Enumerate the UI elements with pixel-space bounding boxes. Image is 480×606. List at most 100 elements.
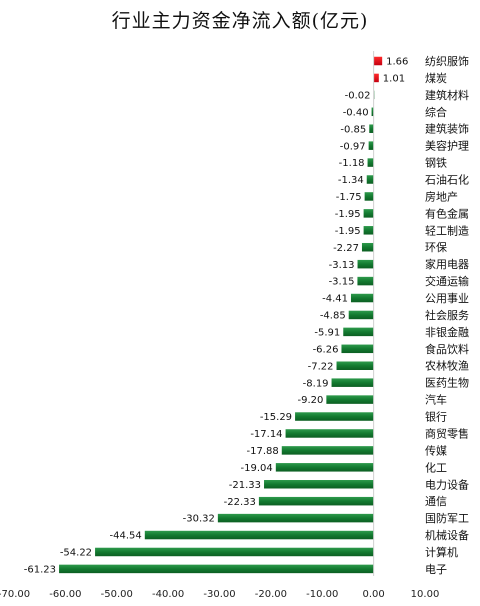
bar-14 <box>357 276 374 286</box>
value-label-3: -0.02 <box>345 90 371 101</box>
category-label-28: 国防军工 <box>425 511 469 525</box>
category-label-18: 食品饮料 <box>425 342 469 356</box>
category-label-26: 电力设备 <box>425 477 469 491</box>
value-label-14: -3.15 <box>329 277 355 288</box>
bar-15 <box>350 293 374 303</box>
bar-17 <box>343 327 374 337</box>
chart-title: 行业主力资金净流入额(亿元) <box>111 10 369 32</box>
value-label-28: -30.32 <box>183 514 215 525</box>
value-label-4: -0.40 <box>343 107 369 118</box>
category-label-22: 银行 <box>425 410 447 424</box>
value-label-9: -1.75 <box>336 192 362 203</box>
bar-2 <box>373 73 379 83</box>
bar-27 <box>258 496 374 506</box>
category-label-10: 有色金属 <box>425 206 469 220</box>
value-label-18: -6.26 <box>313 344 339 355</box>
value-label-1: 1.66 <box>386 57 408 68</box>
value-label-21: -9.20 <box>297 395 323 406</box>
bar-1 <box>373 56 383 66</box>
x-tick-label-2: -60.00 <box>49 589 81 600</box>
labels-layer: 1.66 纺织服饰 1.01 煤炭 -0.02 建筑材料 -0.40 综合 -0.85 建筑装饰 -… <box>24 54 469 576</box>
value-label-31: -61.23 <box>24 565 56 576</box>
bar-10 <box>363 209 374 218</box>
category-label-16: 社会服务 <box>425 308 469 322</box>
x-tick-label-1: -70.00 <box>0 589 30 600</box>
value-label-7: -1.18 <box>339 158 365 169</box>
category-label-30: 计算机 <box>425 545 458 559</box>
value-label-23: -17.14 <box>250 429 282 440</box>
x-tick-label-5: -30.00 <box>203 589 235 600</box>
category-label-15: 公用事业 <box>425 292 469 305</box>
category-label-21: 汽车 <box>425 393 447 407</box>
bar-12 <box>361 242 374 252</box>
x-tick-label-6: -20.00 <box>255 589 287 600</box>
category-label-27: 通信 <box>425 495 447 508</box>
category-label-24: 传媒 <box>425 444 447 457</box>
x-tick-label-9: 10.00 <box>411 589 440 600</box>
bar-31 <box>59 564 374 574</box>
category-label-25: 化工 <box>425 460 447 474</box>
bar-25 <box>275 463 374 472</box>
category-label-12: 环保 <box>425 240 447 254</box>
bar-4 <box>371 107 374 117</box>
value-label-24: -17.88 <box>247 446 279 457</box>
value-label-8: -1.34 <box>338 175 364 186</box>
category-label-2: 煤炭 <box>425 72 447 85</box>
category-label-23: 商贸零售 <box>425 426 469 440</box>
category-label-5: 建筑装饰 <box>425 122 469 136</box>
bar-24 <box>281 446 374 455</box>
category-label-11: 轻工制造 <box>425 223 469 237</box>
category-label-7: 钢铁 <box>425 157 447 170</box>
bar-26 <box>264 480 374 489</box>
category-label-20: 医药生物 <box>425 376 469 390</box>
value-label-2: 1.01 <box>383 74 405 85</box>
category-label-1: 纺织服饰 <box>425 54 469 68</box>
category-label-3: 建筑材料 <box>425 88 469 102</box>
value-label-17: -5.91 <box>314 327 340 338</box>
x-tick-label-7: -10.00 <box>306 589 338 600</box>
category-label-31: 电子 <box>425 563 447 576</box>
x-axis: -70.00 -60.00 -50.00 -40.00 -30.00 -20.00 -10.… <box>0 51 439 600</box>
bar-16 <box>348 310 374 320</box>
category-label-9: 房地产 <box>425 189 458 203</box>
bar-5 <box>369 124 374 133</box>
x-tick-label-8: 0.00 <box>362 589 384 600</box>
value-label-13: -3.13 <box>329 260 355 271</box>
value-label-20: -8.19 <box>303 378 329 389</box>
bar-30 <box>95 547 374 557</box>
bar-21 <box>326 395 374 404</box>
x-tick-label-3: -50.00 <box>101 589 133 600</box>
value-label-15: -4.41 <box>322 294 348 305</box>
bar-7 <box>367 158 374 167</box>
bar-9 <box>364 192 374 201</box>
bar-19 <box>336 361 374 370</box>
bar-20 <box>331 378 374 387</box>
category-label-4: 综合 <box>425 105 447 119</box>
x-tick-label-4: -40.00 <box>152 589 184 600</box>
category-label-8: 石油石化 <box>425 173 469 187</box>
bar-29 <box>144 530 374 540</box>
value-label-19: -7.22 <box>308 361 334 372</box>
category-label-19: 农林牧渔 <box>425 359 469 373</box>
value-label-27: -22.33 <box>224 497 256 508</box>
value-label-5: -0.85 <box>340 124 366 135</box>
bar-28 <box>217 513 374 523</box>
category-label-13: 家用电器 <box>425 257 469 271</box>
value-label-12: -2.27 <box>333 243 359 254</box>
bar-11 <box>363 226 374 235</box>
value-label-29: -44.54 <box>110 531 142 542</box>
category-label-14: 交通运输 <box>425 274 469 288</box>
value-label-11: -1.95 <box>335 226 361 237</box>
category-label-17: 非银金融 <box>425 325 469 339</box>
value-label-26: -21.33 <box>229 480 261 491</box>
value-label-16: -4.85 <box>320 311 346 322</box>
bar-13 <box>357 259 374 269</box>
bar-18 <box>341 344 374 354</box>
value-label-30: -54.22 <box>60 548 92 559</box>
category-label-6: 美容护理 <box>425 139 469 153</box>
category-label-29: 机械设备 <box>425 528 469 542</box>
value-label-6: -0.97 <box>340 141 366 152</box>
bar-6 <box>368 141 374 150</box>
value-label-25: -19.04 <box>241 463 273 474</box>
bars-layer <box>59 56 383 574</box>
